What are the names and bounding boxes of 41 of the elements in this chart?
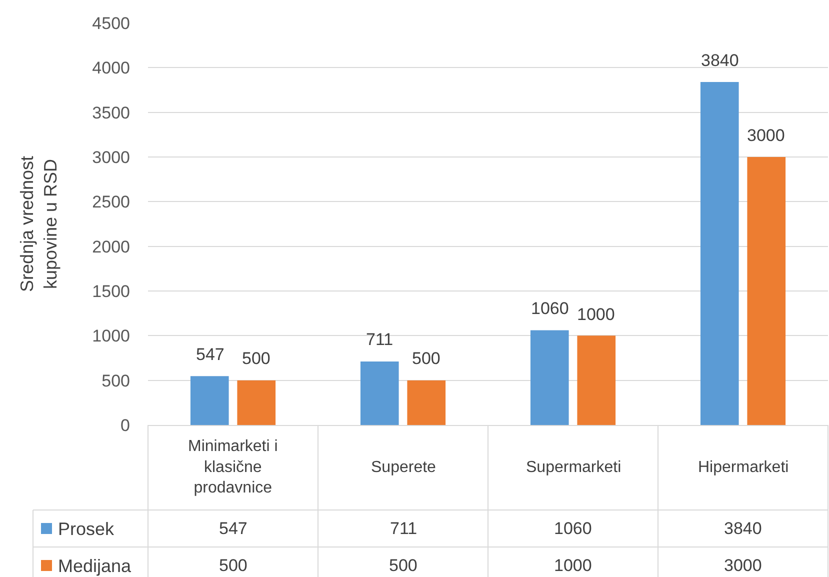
- x-tick-label: Minimarketi i klasične prodavnice: [188, 438, 278, 497]
- data-label: 1060: [554, 519, 592, 538]
- annotation: 3840: [701, 51, 739, 70]
- legend-label: Prosek: [58, 519, 116, 539]
- data-label: 547: [219, 519, 248, 538]
- y-tick-label: 3000: [92, 148, 130, 167]
- annotation: 1060: [531, 299, 569, 318]
- bar: [577, 336, 616, 425]
- data-label: 3840: [724, 519, 762, 538]
- bar: [747, 157, 786, 425]
- x-tick-label: Superete: [371, 459, 436, 476]
- legend-label: Medijana: [58, 556, 132, 576]
- data-label: 500: [389, 556, 418, 575]
- data-label: 3000: [724, 556, 762, 575]
- bar: [407, 380, 446, 425]
- annotation: 1000: [577, 305, 615, 324]
- annotation: 3000: [747, 126, 785, 145]
- y-tick-label: 500: [102, 371, 130, 390]
- data-label: 1000: [554, 556, 592, 575]
- annotation: 711: [366, 330, 394, 349]
- bar: [360, 361, 399, 425]
- y-tick-label: 4000: [92, 58, 130, 78]
- bar: [700, 82, 739, 425]
- x-tick-label: Hipermarketi: [698, 459, 789, 476]
- bar: [530, 330, 569, 425]
- y-tick-label: 2500: [92, 192, 130, 212]
- annotation: 547: [196, 345, 224, 364]
- annotation: 500: [242, 349, 270, 368]
- data-label: 711: [390, 519, 418, 538]
- bar: [190, 376, 229, 425]
- y-tick-label: 1000: [92, 326, 130, 346]
- data-label: 500: [219, 556, 248, 575]
- y-tick-label: 3500: [92, 103, 130, 122]
- y-axis-title: Srednja vrednost kupovine u RSD: [16, 156, 60, 292]
- annotation: 500: [412, 349, 440, 368]
- y-tick-label: 4500: [92, 14, 130, 33]
- y-tick-label: 1500: [92, 282, 130, 301]
- y-tick-label: 0: [120, 416, 130, 435]
- x-tick-label: Supermarketi: [526, 459, 622, 476]
- y-tick-label: 2000: [92, 237, 130, 256]
- bar: [237, 380, 276, 425]
